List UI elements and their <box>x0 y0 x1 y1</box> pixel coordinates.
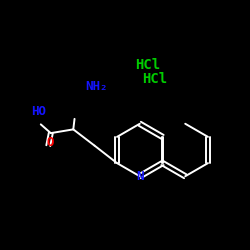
Text: NH₂: NH₂ <box>85 80 108 93</box>
Text: O: O <box>46 136 54 149</box>
Text: HCl: HCl <box>135 58 160 72</box>
Text: HCl: HCl <box>142 72 168 86</box>
Text: HO: HO <box>31 105 46 118</box>
Text: N: N <box>136 170 143 183</box>
